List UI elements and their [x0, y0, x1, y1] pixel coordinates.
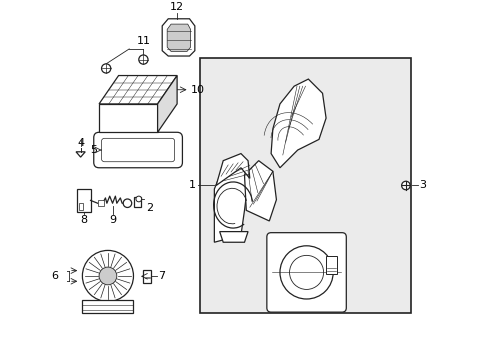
- Bar: [98, 201, 104, 206]
- Polygon shape: [219, 231, 247, 242]
- Polygon shape: [167, 24, 190, 51]
- Text: 10: 10: [191, 85, 205, 95]
- Bar: [134, 197, 141, 207]
- Polygon shape: [270, 79, 325, 168]
- Text: 1: 1: [188, 180, 196, 190]
- Text: 12: 12: [170, 3, 184, 12]
- Bar: [77, 189, 90, 212]
- Polygon shape: [157, 76, 177, 132]
- Circle shape: [136, 196, 142, 202]
- Circle shape: [139, 55, 148, 64]
- Bar: [79, 203, 83, 210]
- Circle shape: [102, 64, 111, 73]
- Polygon shape: [99, 104, 157, 132]
- Bar: [82, 300, 133, 313]
- Text: 2: 2: [145, 203, 153, 213]
- Polygon shape: [99, 76, 177, 104]
- Polygon shape: [76, 152, 85, 157]
- Text: 11: 11: [136, 36, 150, 46]
- Text: 9: 9: [109, 215, 117, 225]
- Text: 7: 7: [157, 271, 164, 281]
- Text: 6: 6: [51, 271, 58, 281]
- Bar: [200, 58, 410, 313]
- Text: 4: 4: [77, 138, 84, 148]
- Circle shape: [82, 251, 133, 301]
- Text: 5: 5: [90, 145, 97, 155]
- Text: 3: 3: [419, 180, 426, 190]
- Text: 8: 8: [80, 215, 87, 225]
- Polygon shape: [162, 19, 194, 56]
- Bar: [325, 256, 336, 274]
- FancyBboxPatch shape: [266, 233, 346, 312]
- Polygon shape: [244, 161, 276, 221]
- Circle shape: [401, 181, 409, 190]
- Bar: [143, 270, 151, 283]
- Circle shape: [99, 267, 117, 285]
- Polygon shape: [214, 161, 247, 242]
- Circle shape: [123, 199, 131, 207]
- Polygon shape: [216, 154, 249, 185]
